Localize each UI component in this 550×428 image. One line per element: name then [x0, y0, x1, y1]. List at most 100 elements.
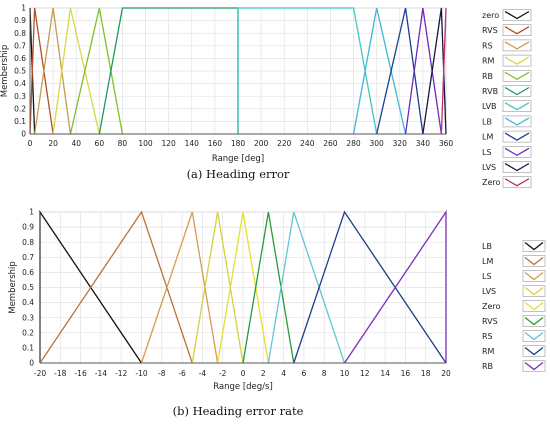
- series-line-rb: [69, 7, 124, 135]
- series-line-rm: [52, 7, 100, 135]
- legend-label-rs: RS: [482, 41, 493, 50]
- y-tick-label: 0.8: [14, 29, 26, 38]
- x-tick-label: 360: [439, 139, 454, 148]
- y-tick-label: 0.8: [22, 238, 34, 247]
- legend-swatch-rb: [524, 361, 544, 371]
- legend-swatch-box: [522, 315, 546, 327]
- x-tick-label: 10: [340, 369, 350, 378]
- x-tick-label: 340: [416, 139, 431, 148]
- legend-swatch-lm: [504, 132, 530, 141]
- legend-swatch-box: [522, 285, 546, 297]
- x-tick-label: 160: [208, 139, 223, 148]
- y-tick-label: 1: [29, 208, 34, 217]
- x-tick-label: 180: [231, 139, 246, 148]
- series-line-rvs: [29, 7, 54, 135]
- series-line-zero: [440, 7, 447, 135]
- legend-swatch-rm: [524, 346, 544, 356]
- legend-label-ls: LS: [482, 148, 492, 157]
- x-tick-label: 20: [441, 369, 451, 378]
- legend-swatch-box: [522, 255, 546, 267]
- legend-swatch-box: [502, 176, 532, 188]
- legend-label-ls: LS: [482, 272, 492, 281]
- figure-caption: (b) Heading error rate: [173, 404, 304, 418]
- legend-swatch-box: [522, 240, 546, 252]
- x-tick-label: 6: [302, 369, 307, 378]
- x-tick-label: 120: [162, 139, 177, 148]
- series-line-lvs: [191, 211, 244, 364]
- x-tick-label: -14: [95, 369, 107, 378]
- legend-label-lm: LM: [482, 257, 493, 266]
- series-line-lm: [39, 210, 193, 364]
- x-tick-label: 20: [48, 139, 58, 148]
- chart-b: -20 -18 -16 -14 -12 -10 -8 -6 -4 -2 0 2 4 6 8 10 12 14 16 1…: [8, 208, 546, 418]
- legend-swatch-box: [522, 345, 546, 357]
- legend-swatch-lb: [524, 241, 544, 251]
- legend-swatch-rvs: [504, 26, 530, 35]
- x-tick-label: -10: [135, 369, 147, 378]
- legend-swatch-lvs: [504, 162, 530, 172]
- y-tick-label: 1: [21, 4, 26, 13]
- x-tick-label: 300: [370, 139, 385, 148]
- y-tick-label: 0.7: [14, 41, 26, 50]
- series-line-lb: [352, 7, 407, 135]
- legend-swatch-box: [522, 270, 546, 282]
- series-line-ls: [140, 211, 219, 364]
- x-tick-label: -12: [115, 369, 127, 378]
- legend-swatch-zero: [504, 10, 530, 20]
- legend-label-zero: Zero: [482, 302, 501, 311]
- series-line-rvs: [242, 211, 295, 364]
- legend-swatch-box: [502, 24, 532, 37]
- figure-caption: (a) Heading error: [187, 167, 290, 181]
- y-axis-label: Membership: [8, 261, 18, 314]
- legend-label-lvb: LVB: [482, 102, 497, 111]
- legend-swatch-box: [502, 115, 532, 128]
- y-tick-label: 0.4: [14, 79, 26, 88]
- y-tick-label: 0.1: [14, 117, 26, 126]
- series-line-lvs: [422, 7, 447, 135]
- y-tick-label: 0.2: [14, 104, 26, 113]
- x-tick-label: -18: [54, 369, 66, 378]
- legend-swatch-lvb: [504, 102, 530, 111]
- legend-label-rm: RM: [482, 57, 495, 66]
- legend-swatch-box: [522, 300, 546, 312]
- legend-label-lb: LB: [482, 242, 492, 251]
- y-tick-label: 0: [21, 130, 26, 139]
- series-line-zero: [216, 211, 270, 364]
- series-line-rs: [267, 211, 346, 364]
- legend-swatch-zero: [504, 178, 530, 187]
- x-tick-label: 80: [118, 139, 128, 148]
- legend-swatch-box: [502, 146, 532, 158]
- legend-label-rs: RS: [482, 332, 493, 341]
- legend-swatch-rs: [524, 331, 544, 341]
- x-tick-label: 18: [421, 369, 431, 378]
- legend-label-rvb: RVB: [482, 87, 498, 96]
- x-tick-label: 100: [138, 139, 153, 148]
- x-tick-label: 60: [95, 139, 105, 148]
- x-tick-label: 40: [71, 139, 81, 148]
- legend-swatch-ls: [524, 271, 544, 281]
- chart-a: 0 20 40 60 80 100 120 140 160 180 200 220 240 260 280 3…: [0, 4, 532, 188]
- y-tick-label: 0.9: [14, 16, 26, 25]
- legend-label-rm: RM: [482, 347, 495, 356]
- x-tick-label: 240: [300, 139, 315, 148]
- series-line-rs: [33, 7, 72, 135]
- legend-swatch-zero: [524, 301, 544, 311]
- y-tick-label: 0.6: [14, 54, 26, 63]
- legend-swatch-lvs: [524, 286, 544, 296]
- legend-label-lb: LB: [482, 117, 492, 126]
- x-axis-label: Range [deg/s]: [213, 382, 273, 392]
- legend-label-lvs: LVS: [482, 163, 496, 172]
- y-tick-label: 0.3: [14, 92, 26, 101]
- legend-swatch-lb: [504, 117, 530, 126]
- y-tick-label: 0.6: [22, 268, 34, 277]
- x-tick-label: 8: [322, 369, 327, 378]
- y-tick-label: 0.7: [22, 253, 34, 262]
- legend-label-zero: zero: [482, 11, 499, 20]
- y-tick-label: 0.3: [22, 313, 34, 322]
- legend: zero RVS RS RM RB RVB LVB LB LM LS LVS Zero: [482, 9, 532, 188]
- x-tick-label: 12: [360, 369, 370, 378]
- legend-swatch-box: [502, 54, 532, 67]
- legend-label-rvs: RVS: [482, 26, 498, 35]
- legend-swatch-lm: [524, 256, 544, 266]
- x-tick-label: 260: [323, 139, 338, 148]
